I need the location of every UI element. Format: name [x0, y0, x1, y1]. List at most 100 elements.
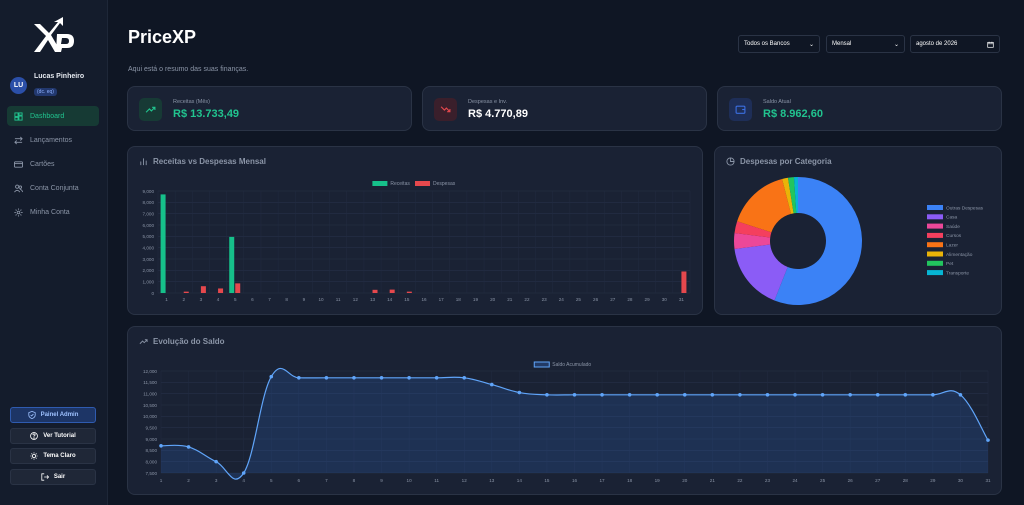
sidebar-item-cartoes[interactable]: Cartões	[7, 154, 99, 174]
point-19	[655, 393, 659, 397]
legend-swatch	[415, 181, 430, 186]
x-tick-label: 24	[792, 478, 798, 483]
sidebar-item-dashboard[interactable]: Dashboard	[7, 106, 99, 126]
x-tick-label: 22	[737, 478, 743, 483]
x-tick-label: 5	[234, 297, 237, 302]
pie-chart-title: Despesas por Categoria	[726, 157, 832, 166]
pricexp-logo[interactable]	[30, 16, 76, 56]
x-tick-label: 27	[875, 478, 881, 483]
stat-value: R$ 4.770,89	[468, 108, 528, 120]
y-tick-label: 11,000	[143, 391, 157, 396]
legend-swatch	[372, 181, 388, 186]
point-2	[186, 445, 191, 449]
sidebar-item-conta-conjunta[interactable]: Conta Conjunta	[7, 178, 99, 198]
legend-swatch	[927, 223, 943, 229]
bar-chart-title-text: Receitas vs Despesas Mensal	[153, 157, 266, 166]
theme-toggle-label: Tema Claro	[43, 453, 76, 459]
point-4	[241, 471, 246, 475]
point-29	[931, 393, 935, 397]
tutorial-button[interactable]: Ver Tutorial	[10, 428, 96, 444]
x-tick-label: 31	[985, 478, 991, 483]
month-picker[interactable]: agosto de 2026	[910, 35, 1000, 53]
point-31	[986, 438, 990, 442]
x-tick-label: 8	[353, 478, 356, 483]
theme-toggle-button[interactable]: Tema Claro	[10, 448, 96, 464]
admin-panel-button[interactable]: Painel Admin	[10, 407, 96, 423]
pie-chart: Outras Despesas Casa Saúde Cursos Lazer Alime…	[734, 177, 984, 305]
bar-despesas-5	[235, 283, 241, 293]
page-title: PriceXP	[128, 27, 197, 47]
point-7	[324, 376, 329, 380]
sidebar-item-label: Lançamentos	[30, 136, 73, 144]
point-25	[820, 393, 825, 397]
legend-label: Cursos	[946, 233, 962, 239]
legend-label: Outras Despesas	[946, 205, 984, 211]
pie-chart-icon	[726, 157, 735, 166]
period-select[interactable]: Mensal ⌄	[826, 35, 905, 53]
x-tick-label: 20	[490, 297, 496, 302]
x-tick-label: 6	[298, 478, 301, 483]
x-tick-label: 26	[593, 297, 599, 302]
bar-despesas-31	[681, 271, 687, 293]
dashboard-icon	[14, 111, 23, 121]
x-tick-label: 9	[303, 297, 306, 302]
point-11	[434, 376, 439, 380]
y-tick-label: 11,500	[143, 380, 157, 385]
x-tick-label: 23	[542, 297, 548, 302]
bank-select[interactable]: Todos os Bancos ⌄	[738, 35, 820, 53]
x-tick-label: 26	[848, 478, 854, 483]
shield-icon	[27, 411, 36, 419]
point-17	[600, 393, 604, 397]
y-tick-label: 8,000	[146, 459, 158, 464]
sidebar-item-minha-conta[interactable]: Minha Conta	[7, 202, 99, 222]
trend-up-icon	[139, 98, 162, 121]
bar-despesas-3	[200, 286, 206, 293]
point-30	[958, 393, 963, 397]
page-subtitle: Aqui está o resumo das suas finanças.	[128, 66, 249, 73]
legend-label: Lazer	[946, 243, 958, 249]
point-9	[379, 376, 384, 380]
x-tick-label: 14	[517, 478, 523, 483]
x-tick-label: 11	[434, 478, 439, 483]
x-tick-label: 8	[285, 297, 288, 302]
legend-label: Receitas	[390, 181, 410, 187]
x-tick-label: 3	[200, 297, 203, 302]
help-icon	[30, 432, 39, 440]
x-tick-label: 21	[710, 478, 716, 483]
bar-despesas-2	[183, 291, 189, 293]
sidebar-item-label: Cartões	[30, 160, 55, 168]
sidebar: LU Lucas Pinheiro (dc. eq) Dashboard Lan…	[0, 0, 108, 505]
slice-lazer	[737, 179, 792, 233]
pie-chart-title-text: Despesas por Categoria	[740, 157, 832, 166]
arrows-icon	[14, 136, 23, 144]
pie-chart-panel: Despesas por Categoria Outras Despesas Ca…	[714, 146, 1002, 315]
y-tick-label: 8,000	[143, 200, 155, 205]
sidebar-item-label: Conta Conjunta	[30, 184, 79, 192]
x-tick-label: 2	[182, 297, 185, 302]
x-tick-label: 18	[456, 297, 462, 302]
y-tick-label: 9,500	[146, 425, 158, 430]
y-tick-label: 9,000	[146, 437, 158, 442]
card-icon	[14, 160, 23, 168]
bar-receitas-1	[160, 194, 166, 293]
y-tick-label: 5,000	[143, 234, 155, 239]
x-tick-label: 30	[958, 478, 964, 483]
y-tick-label: 0	[151, 291, 154, 296]
bar-receitas-5	[229, 236, 235, 293]
x-tick-label: 16	[421, 297, 427, 302]
line-chart-title: Evolução do Saldo	[139, 337, 225, 346]
x-tick-label: 12	[353, 297, 359, 302]
x-tick-label: 13	[489, 478, 495, 483]
x-tick-label: 27	[610, 297, 616, 302]
admin-panel-label: Painel Admin	[40, 412, 79, 418]
x-tick-label: 20	[682, 478, 688, 483]
stat-label: Receitas (Mês)	[173, 99, 210, 105]
stat-card-despesas: Despesas e Inv. R$ 4.770,89	[422, 86, 707, 131]
logout-button[interactable]: Sair	[10, 469, 96, 485]
sidebar-item-lancamentos[interactable]: Lançamentos	[7, 130, 99, 150]
legend-swatch	[927, 205, 943, 210]
x-tick-label: 29	[645, 297, 651, 302]
x-tick-label: 28	[903, 478, 909, 483]
user-profile[interactable]: LU Lucas Pinheiro (dc. eq)	[10, 73, 84, 98]
point-5	[269, 374, 274, 379]
